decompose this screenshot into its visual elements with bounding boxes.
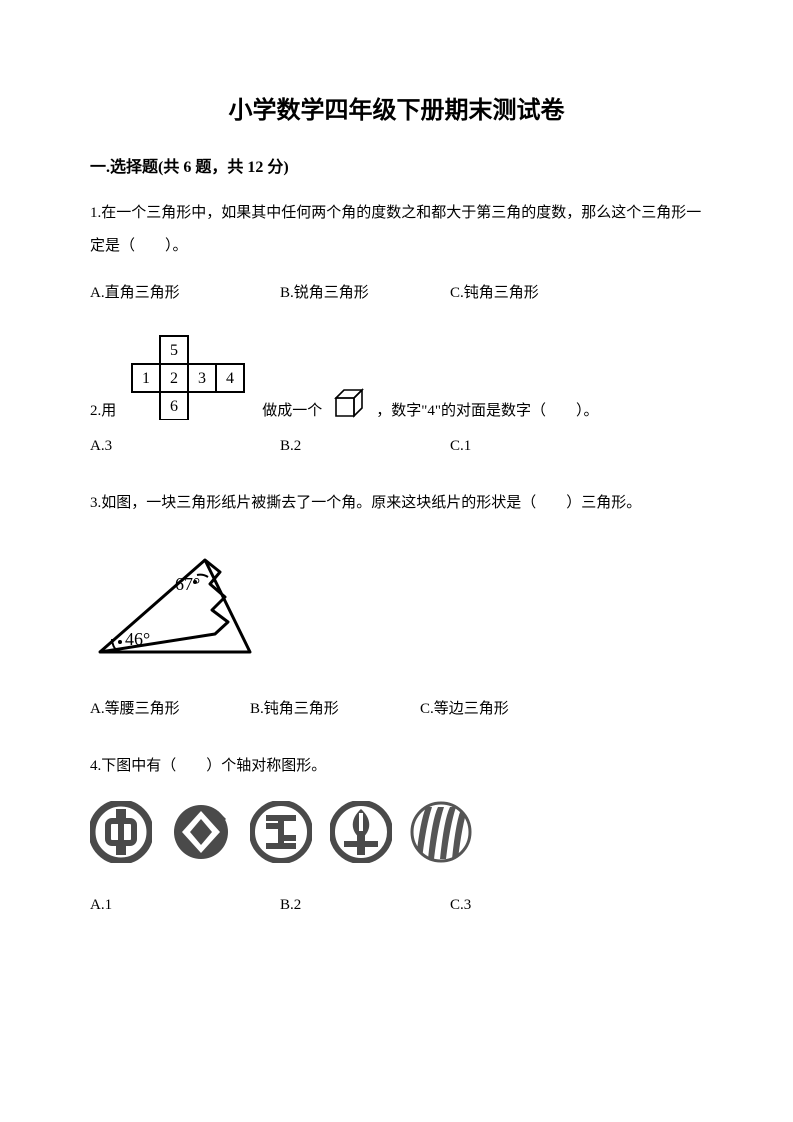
q1-option-a: A.直角三角形 xyxy=(90,281,280,302)
question-2-row: 2.用 5 1 2 3 4 6 做成一个 ，数字"4"的对面是数字（ ）。 xyxy=(90,334,703,420)
q2-mid: 做成一个 xyxy=(262,399,322,420)
logo-4 xyxy=(330,801,392,863)
q1-option-c: C.钝角三角形 xyxy=(450,281,620,302)
q2-option-b: B.2 xyxy=(280,438,450,455)
net-cell-6: 6 xyxy=(170,398,178,415)
q2-suffix: ，数字"4"的对面是数字（ ）。 xyxy=(376,399,598,420)
q4-option-c: C.3 xyxy=(450,897,620,914)
logo-1 xyxy=(90,801,152,863)
q1-option-b: B.锐角三角形 xyxy=(280,281,450,302)
logo-5 xyxy=(410,801,472,863)
logo-3 xyxy=(250,801,312,863)
q3-option-c: C.等边三角形 xyxy=(420,697,590,718)
cube-icon xyxy=(332,386,366,420)
q4-option-b: B.2 xyxy=(280,897,450,914)
question-4-options: A.1 B.2 C.3 xyxy=(90,897,703,914)
angle-46: 46° xyxy=(125,629,150,649)
q3-option-b: B.钝角三角形 xyxy=(250,697,420,718)
q3-option-a: A.等腰三角形 xyxy=(90,697,250,718)
q2-prefix: 2.用 xyxy=(90,399,116,420)
page-title: 小学数学四年级下册期末测试卷 xyxy=(90,90,703,125)
net-cell-5: 5 xyxy=(170,342,178,359)
net-cell-1: 1 xyxy=(142,370,150,387)
angle-67: 67° xyxy=(175,574,200,594)
cube-net-figure: 5 1 2 3 4 6 xyxy=(124,334,254,420)
net-cell-3: 3 xyxy=(198,370,206,387)
section-header: 一.选择题(共 6 题，共 12 分) xyxy=(90,153,703,177)
triangle-figure: 67° 46° xyxy=(90,542,703,667)
question-1-text: 1.在一个三角形中，如果其中任何两个角的度数之和都大于第三角的度数，那么这个三角… xyxy=(90,197,703,263)
net-cell-2: 2 xyxy=(170,370,178,387)
q2-option-c: C.1 xyxy=(450,438,620,455)
logos-row xyxy=(90,801,703,863)
question-4-text: 4.下图中有（ ）个轴对称图形。 xyxy=(90,750,703,783)
question-3-text: 3.如图，一块三角形纸片被撕去了一个角。原来这块纸片的形状是（ ）三角形。 xyxy=(90,487,703,520)
q4-option-a: A.1 xyxy=(90,897,280,914)
question-2-options: A.3 B.2 C.1 xyxy=(90,438,703,455)
question-1-options: A.直角三角形 B.锐角三角形 C.钝角三角形 xyxy=(90,281,703,302)
question-3-options: A.等腰三角形 B.钝角三角形 C.等边三角形 xyxy=(90,697,703,718)
logo-2 xyxy=(170,801,232,863)
net-cell-4: 4 xyxy=(226,370,234,387)
q2-option-a: A.3 xyxy=(90,438,280,455)
